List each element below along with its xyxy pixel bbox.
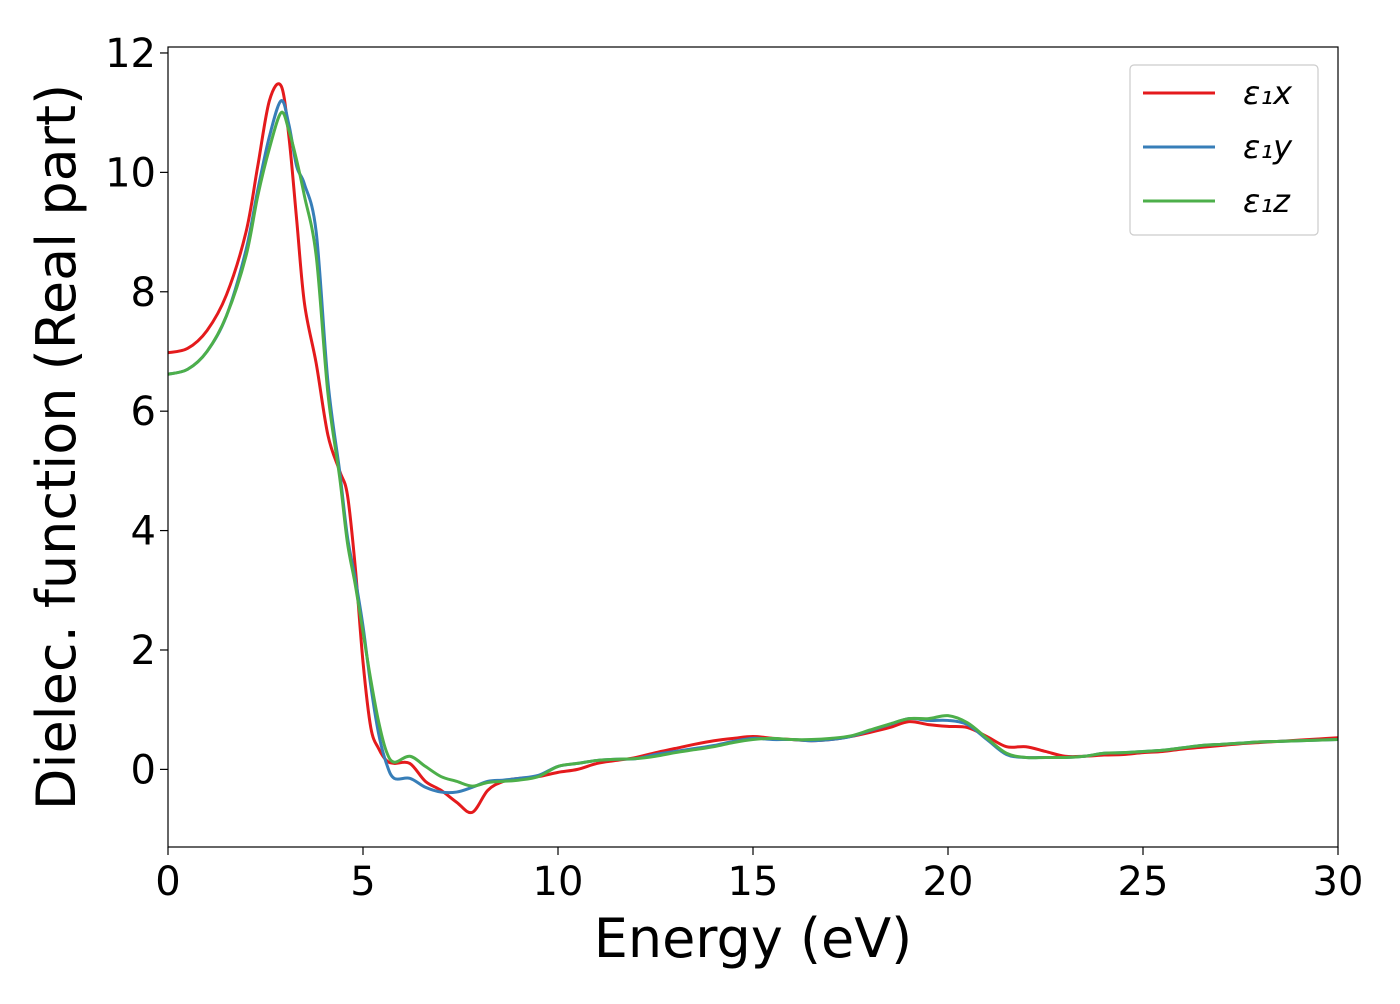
x-tick-label: 0: [155, 859, 180, 905]
x-tick-label: 20: [923, 859, 974, 905]
y-tick-label: 8: [131, 270, 156, 316]
series-layer: [168, 82, 1338, 815]
y-axis-label: Dielec. function (Real part): [25, 84, 88, 810]
x-tick-label: 15: [728, 859, 779, 905]
series-line-eps1z: [168, 110, 1338, 788]
legend-label-eps1y: ε₁y: [1243, 128, 1293, 166]
x-tick-label: 30: [1313, 859, 1364, 905]
x-tick-label: 5: [350, 859, 375, 905]
legend-label-eps1z: ε₁z: [1243, 182, 1291, 220]
y-tick-label: 6: [131, 389, 156, 435]
x-tick-label: 10: [533, 859, 584, 905]
y-tick-label: 2: [131, 628, 156, 674]
x-tick-label: 25: [1118, 859, 1169, 905]
ticks-layer: 0 5 10 15 20 25 30 0 2 4 6 8 10 12: [105, 31, 1363, 905]
y-tick-label: 0: [131, 747, 156, 793]
x-axis-label: Energy (eV): [594, 907, 913, 970]
legend: ε₁x ε₁y ε₁z: [1129, 64, 1319, 236]
y-tick-label: 4: [131, 509, 156, 555]
legend-label-eps1x: ε₁x: [1243, 74, 1293, 112]
y-tick-label: 10: [105, 150, 156, 196]
y-tick-label: 12: [105, 31, 156, 77]
legend-box: [1129, 64, 1319, 236]
